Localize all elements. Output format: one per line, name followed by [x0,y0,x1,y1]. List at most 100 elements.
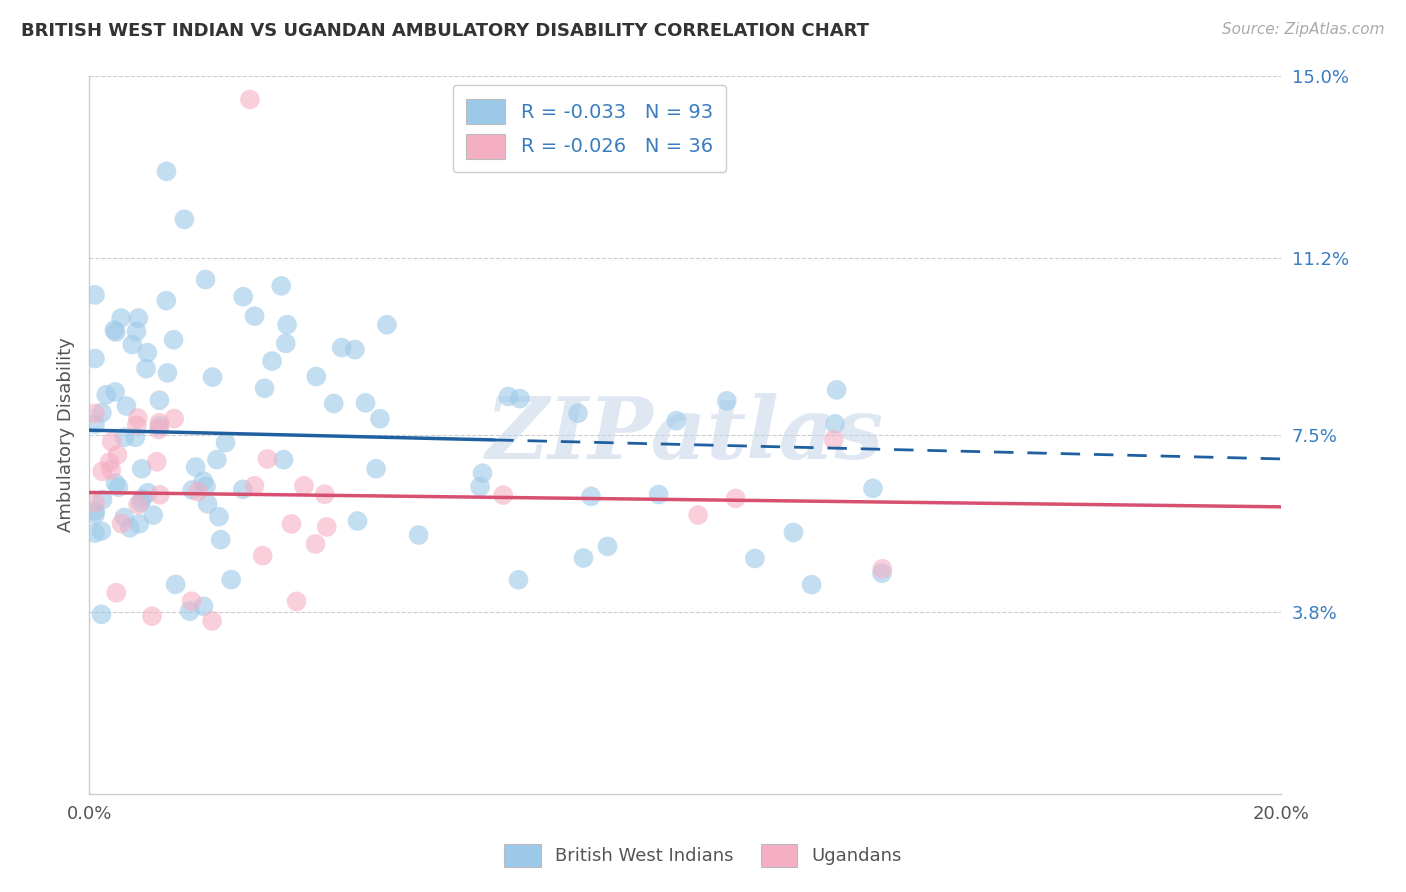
Point [127,498,149,512]
Point [84,495,107,509]
Point [100,434,122,449]
Point [305,369,328,384]
Point [131,462,153,476]
Point [84,417,107,432]
Point [572,551,595,566]
Point [368,411,391,425]
Point [84,288,107,302]
Point [84,351,107,366]
Point [124,430,146,444]
Point [201,614,224,628]
Point [100,463,122,477]
Point [104,384,127,399]
Point [125,325,148,339]
Point [330,341,353,355]
Point [180,594,202,608]
Point [148,416,170,430]
Point [193,599,215,614]
Point [304,537,326,551]
Point [105,585,128,599]
Point [201,370,224,384]
Point [104,325,127,339]
Point [688,508,710,522]
Point [468,480,491,494]
Point [870,566,893,581]
Point [163,411,186,425]
Point [292,479,315,493]
Point [84,508,107,522]
Point [280,516,302,531]
Point [744,551,766,566]
Point [197,497,219,511]
Point [155,293,177,308]
Point [135,361,157,376]
Point [179,604,201,618]
Point [274,336,297,351]
Point [184,460,207,475]
Point [724,491,747,506]
Point [665,414,688,428]
Point [239,93,262,107]
Point [193,474,215,488]
Point [107,480,129,494]
Point [104,476,127,491]
Legend: British West Indians, Ugandans: British West Indians, Ugandans [498,837,908,874]
Point [492,488,515,502]
Point [253,381,276,395]
Point [121,337,143,351]
Point [825,383,848,397]
Point [205,452,228,467]
Point [647,487,669,501]
Point [84,504,107,518]
Point [252,549,274,563]
Point [343,343,366,357]
Point [232,483,254,497]
Point [862,481,884,495]
Text: Source: ZipAtlas.com: Source: ZipAtlas.com [1222,22,1385,37]
Point [314,487,336,501]
Point [148,393,170,408]
Point [315,520,337,534]
Point [243,479,266,493]
Point [260,354,283,368]
Point [276,318,298,332]
Point [508,573,530,587]
Point [256,452,278,467]
Point [872,562,894,576]
Point [408,528,430,542]
Point [110,516,132,531]
Point [84,406,107,420]
Point [96,387,118,401]
Point [824,417,846,431]
Point [567,406,589,420]
Point [285,594,308,608]
Point [322,396,344,410]
Point [346,514,368,528]
Point [91,492,114,507]
Point [149,488,172,502]
Point [84,526,107,541]
Point [243,309,266,323]
Point [146,455,169,469]
Point [118,521,141,535]
Point [219,573,242,587]
Point [187,484,209,499]
Point [156,366,179,380]
Point [112,510,135,524]
Point [173,212,195,227]
Point [125,418,148,433]
Point [98,455,121,469]
Point [131,491,153,506]
Point [128,516,150,531]
Y-axis label: Ambulatory Disability: Ambulatory Disability [58,337,75,533]
Point [375,318,398,332]
Point [103,323,125,337]
Point [107,448,129,462]
Point [498,389,520,403]
Point [165,577,187,591]
Text: BRITISH WEST INDIAN VS UGANDAN AMBULATORY DISABILITY CORRELATION CHART: BRITISH WEST INDIAN VS UGANDAN AMBULATOR… [21,22,869,40]
Point [194,272,217,286]
Point [823,433,845,447]
Point [364,461,387,475]
Point [90,524,112,538]
